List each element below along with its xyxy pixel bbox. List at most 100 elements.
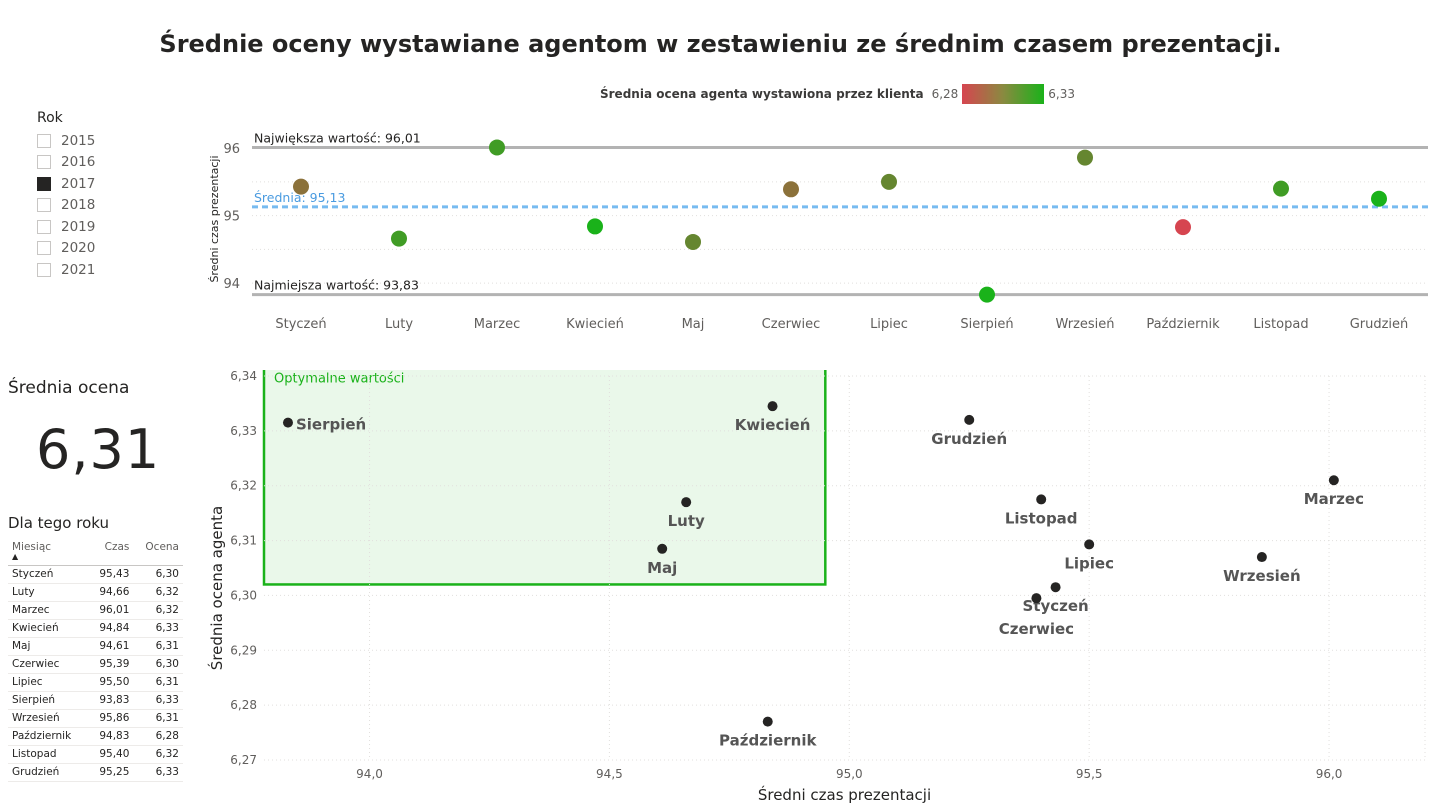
table-row[interactable]: Lipiec 95,50 6,31 (8, 673, 183, 692)
slicer-item-2015[interactable]: 2015 (37, 130, 137, 152)
data-point (489, 139, 505, 156)
cell-month: Styczeń (8, 565, 89, 584)
column-header-rating[interactable]: Ocena (133, 541, 183, 566)
data-label: Kwiecień (735, 416, 811, 434)
data-point (1050, 582, 1061, 593)
kpi-value: 6,31 (36, 418, 161, 481)
data-point (681, 497, 692, 508)
cell-month: Kwiecień (8, 619, 89, 638)
table-row[interactable]: Wrzesień 95,86 6,31 (8, 709, 183, 728)
data-point (1036, 494, 1047, 505)
y-axis-title: Średnia ocena agenta (207, 506, 226, 670)
x-tick-label: 95,5 (1076, 767, 1103, 781)
table-row[interactable]: Maj 94,61 6,31 (8, 637, 183, 656)
slicer-item-label: 2018 (61, 197, 96, 214)
data-point (282, 417, 293, 428)
table-row[interactable]: Kwiecień 94,84 6,33 (8, 619, 183, 638)
y-axis-title: Średni czas prezentacji (208, 155, 221, 282)
table-row[interactable]: Październik 94,83 6,28 (8, 727, 183, 746)
y-tick-label: 6,30 (230, 588, 257, 602)
data-point (293, 178, 309, 195)
table-row[interactable]: Listopad 95,40 6,32 (8, 745, 183, 764)
checkbox-icon[interactable] (37, 219, 51, 234)
table-row[interactable]: Marzec 96,01 6,32 (8, 601, 183, 620)
slicer-item-label: 2020 (61, 240, 96, 257)
slicer-item-2019[interactable]: 2019 (37, 216, 137, 238)
table-title: Dla tego roku (8, 514, 110, 532)
cell-rating: 6,33 (133, 619, 183, 638)
column-header-month[interactable]: Miesiąc ▲ (8, 541, 89, 566)
checkbox-icon[interactable] (37, 241, 51, 256)
table-row[interactable]: Luty 94,66 6,32 (8, 583, 183, 602)
data-point (1175, 219, 1191, 236)
cell-rating: 6,31 (133, 709, 183, 728)
table-row[interactable]: Czerwiec 95,39 6,30 (8, 655, 183, 674)
legend-label: Średnia ocena agenta wystawiona przez kl… (600, 87, 924, 101)
page-title: Średnie oceny wystawiane agentom w zesta… (159, 30, 1282, 58)
slicer-item-2016[interactable]: 2016 (37, 152, 137, 174)
optimal-zone (262, 370, 827, 586)
y-tick-label: 96 (223, 142, 240, 157)
sort-ascending-icon[interactable]: ▲ (12, 552, 19, 561)
reference-line-label: Najmiejsza wartość: 93,83 (254, 278, 419, 293)
slicer-item-2020[interactable]: 2020 (37, 238, 137, 260)
data-point (783, 181, 799, 198)
slicer-item-label: 2015 (61, 132, 96, 149)
x-tick-label: Październik (1146, 317, 1220, 332)
cell-month: Luty (8, 583, 89, 602)
color-legend: Średnia ocena agenta wystawiona przez kl… (600, 84, 1075, 104)
slicer-item-label: 2016 (61, 154, 96, 171)
legend-gradient (962, 84, 1045, 104)
data-point (1328, 475, 1339, 486)
data-point (979, 286, 995, 303)
table-row[interactable]: Grudzień 95,25 6,33 (8, 763, 183, 782)
y-tick-label: 6,29 (230, 643, 257, 657)
data-label: Czerwiec (999, 620, 1074, 638)
cell-time: 95,40 (88, 745, 134, 764)
slicer-item-2017[interactable]: 2017 (37, 173, 137, 195)
checkbox-icon[interactable] (37, 198, 51, 213)
data-label: Maj (647, 559, 677, 577)
y-tick-label: 6,28 (230, 698, 257, 712)
column-header-time[interactable]: Czas (88, 541, 134, 566)
x-tick-label: 94,0 (356, 767, 383, 781)
data-point (1077, 149, 1093, 166)
checkbox-checked-icon[interactable] (37, 176, 51, 191)
data-label: Sierpień (296, 416, 366, 434)
cell-rating: 6,31 (133, 637, 183, 656)
reference-line-label: Największa wartość: 96,01 (254, 130, 421, 145)
checkbox-icon[interactable] (37, 262, 51, 277)
data-point (1084, 539, 1095, 550)
cell-rating: 6,32 (133, 601, 183, 620)
slicer-item-label: 2017 (61, 175, 96, 192)
y-tick-label: 6,31 (230, 534, 257, 548)
cell-month: Czerwiec (8, 655, 89, 674)
cell-month: Lipiec (8, 673, 89, 692)
checkbox-icon[interactable] (37, 155, 51, 170)
cell-time: 93,83 (88, 691, 134, 710)
x-tick-label: Listopad (1253, 317, 1308, 332)
cell-rating: 6,31 (133, 673, 183, 692)
cell-rating: 6,33 (133, 763, 183, 782)
data-label: Luty (668, 512, 705, 530)
data-label: Październik (719, 732, 817, 750)
cell-rating: 6,32 (133, 745, 183, 764)
data-label: Lipiec (1064, 554, 1114, 572)
data-point (762, 716, 773, 727)
cell-month: Wrzesień (8, 709, 89, 728)
data-label: Listopad (1005, 509, 1078, 527)
data-point (964, 414, 975, 425)
x-tick-label: Grudzień (1350, 317, 1409, 332)
table-row[interactable]: Styczeń 95,43 6,30 (8, 565, 183, 584)
data-point (657, 543, 668, 554)
cell-month: Sierpień (8, 691, 89, 710)
y-tick-label: 6,32 (230, 479, 257, 493)
data-point (1371, 190, 1387, 207)
y-tick-label: 94 (223, 277, 240, 292)
y-tick-label: 95 (223, 210, 240, 225)
legend-min: 6,28 (931, 87, 959, 101)
slicer-item-2018[interactable]: 2018 (37, 195, 137, 217)
slicer-item-2021[interactable]: 2021 (37, 259, 137, 281)
table-row[interactable]: Sierpień 93,83 6,33 (8, 691, 183, 710)
checkbox-icon[interactable] (37, 133, 51, 148)
